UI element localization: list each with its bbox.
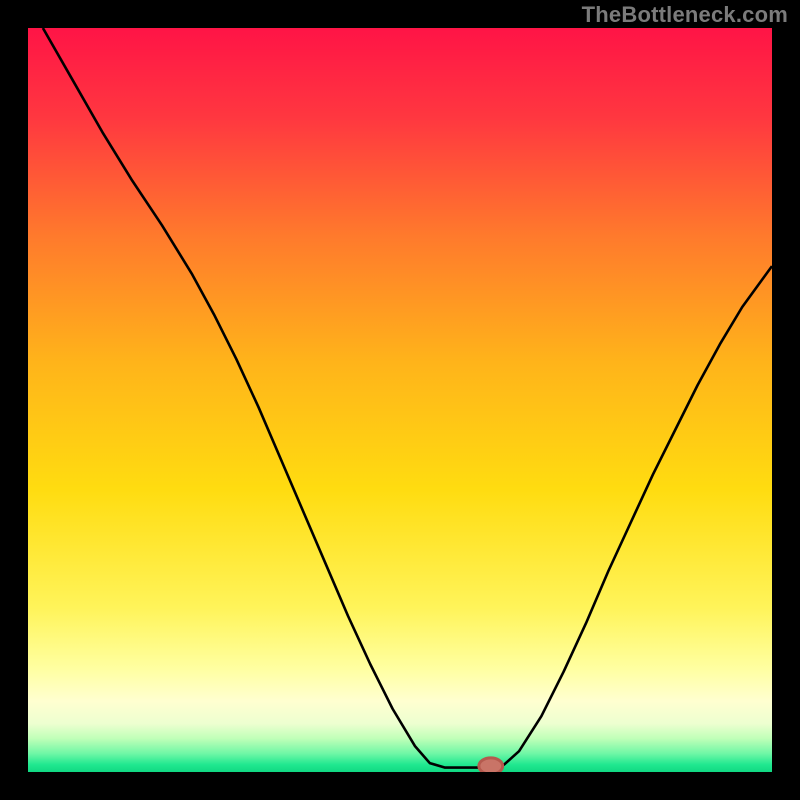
watermark-text: TheBottleneck.com: [582, 2, 788, 28]
highlight-marker: [479, 758, 503, 772]
chart-frame: TheBottleneck.com: [0, 0, 800, 800]
chart-background: [28, 28, 772, 772]
plot-area: [28, 28, 772, 772]
chart-svg: [28, 28, 772, 772]
